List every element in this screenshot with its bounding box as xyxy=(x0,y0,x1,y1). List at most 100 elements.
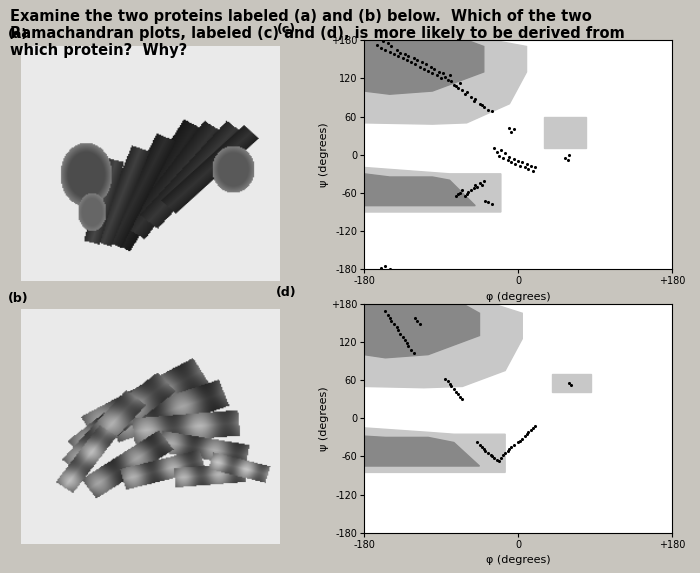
Point xyxy=(512,438,524,447)
Polygon shape xyxy=(364,167,501,212)
Point xyxy=(375,264,386,273)
Point xyxy=(500,449,511,458)
Point xyxy=(470,180,481,190)
Point xyxy=(437,69,448,78)
Point xyxy=(448,384,459,394)
Point xyxy=(384,47,395,56)
Point xyxy=(517,434,528,444)
Point xyxy=(423,66,434,75)
Point xyxy=(505,442,517,452)
Point xyxy=(420,60,431,69)
Point xyxy=(380,307,391,316)
Point xyxy=(425,62,436,72)
Point xyxy=(519,431,531,441)
Point xyxy=(497,154,508,163)
Point xyxy=(474,179,485,188)
Point xyxy=(491,147,502,156)
Point xyxy=(500,149,511,158)
Point xyxy=(448,80,459,89)
Point xyxy=(391,323,402,332)
Point xyxy=(504,123,515,132)
Point xyxy=(446,77,457,86)
X-axis label: φ (degrees): φ (degrees) xyxy=(486,555,550,566)
Point xyxy=(397,53,408,62)
Point xyxy=(408,53,419,62)
Point xyxy=(494,456,505,465)
Point xyxy=(451,387,462,396)
Point xyxy=(477,442,488,452)
Point xyxy=(405,345,416,354)
Point xyxy=(386,316,397,325)
Y-axis label: ψ (degrees): ψ (degrees) xyxy=(319,123,329,187)
Point xyxy=(435,74,447,83)
Polygon shape xyxy=(364,174,475,206)
Point xyxy=(434,68,445,77)
Point xyxy=(486,107,498,116)
Point xyxy=(414,320,425,329)
Point xyxy=(463,187,474,196)
Point xyxy=(566,380,577,390)
Point xyxy=(454,189,466,198)
Point xyxy=(477,100,488,109)
Point xyxy=(480,196,491,205)
Polygon shape xyxy=(364,40,526,124)
Point xyxy=(562,155,573,164)
Point xyxy=(442,377,454,386)
Point xyxy=(410,60,421,69)
Point xyxy=(466,185,477,194)
Point xyxy=(461,190,472,199)
X-axis label: φ (degrees): φ (degrees) xyxy=(486,292,550,302)
Point xyxy=(451,81,462,91)
Point xyxy=(403,52,414,61)
Point xyxy=(400,49,411,58)
Point xyxy=(444,70,455,80)
Point xyxy=(408,348,419,358)
Point xyxy=(486,452,498,461)
Point xyxy=(468,183,479,193)
Point xyxy=(564,379,575,388)
Point xyxy=(461,88,472,97)
Point xyxy=(401,56,412,65)
Point xyxy=(384,313,395,322)
Point xyxy=(459,191,470,201)
Point xyxy=(491,455,502,464)
Point xyxy=(496,453,507,462)
Point xyxy=(523,164,534,173)
Point xyxy=(508,441,519,450)
Point xyxy=(504,444,515,453)
Polygon shape xyxy=(552,374,591,391)
Point xyxy=(454,392,466,401)
Point xyxy=(384,265,395,274)
Point xyxy=(482,198,493,207)
Point xyxy=(457,185,468,194)
Point xyxy=(502,155,513,164)
Point xyxy=(482,449,493,458)
Point xyxy=(440,374,451,383)
Point xyxy=(528,423,539,433)
Point xyxy=(391,45,402,54)
Point xyxy=(382,39,393,48)
Point xyxy=(457,85,468,95)
Point xyxy=(412,316,423,325)
Text: (b): (b) xyxy=(8,292,29,305)
Point xyxy=(471,182,482,191)
Point xyxy=(454,79,466,88)
Point xyxy=(414,62,425,72)
Text: (c): (c) xyxy=(277,22,296,36)
Point xyxy=(519,163,531,172)
Point xyxy=(521,160,532,169)
Point xyxy=(452,83,463,92)
Point xyxy=(382,310,393,319)
Point xyxy=(489,144,500,153)
Point xyxy=(389,320,400,329)
Point xyxy=(564,150,575,159)
Text: Examine the two proteins labeled (a) and (b) below.  Which of the two
Ramachandr: Examine the two proteins labeled (a) and… xyxy=(10,9,625,58)
Point xyxy=(401,339,412,348)
Point xyxy=(512,156,524,166)
Point xyxy=(486,200,498,209)
Point xyxy=(397,332,408,342)
Point xyxy=(496,145,507,154)
Point xyxy=(474,99,485,108)
Point xyxy=(521,430,532,439)
Polygon shape xyxy=(364,428,505,472)
